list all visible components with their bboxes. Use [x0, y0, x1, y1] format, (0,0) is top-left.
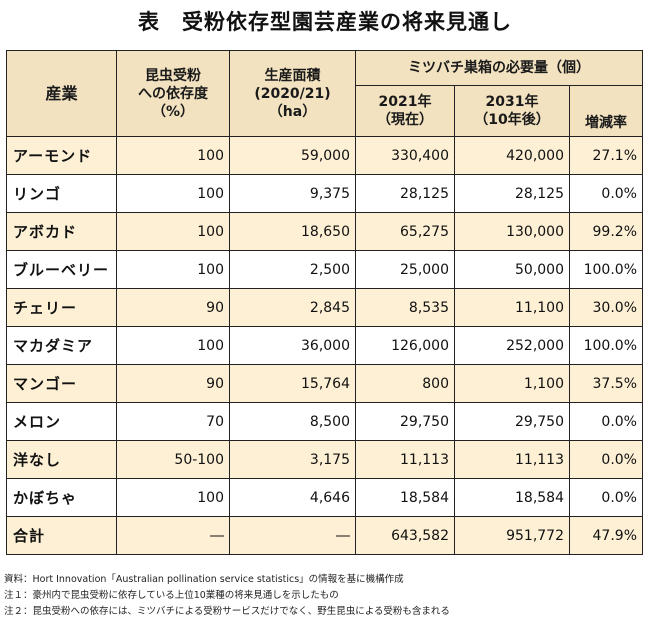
page-title: 表 受粉依存型園芸産業の将来見通し — [138, 10, 512, 34]
note-2: 注２：昆虫受粉への依存には、ミツバチによる受粉サービスだけでなく、野生昆虫による… — [4, 606, 450, 617]
hives-2021-cell: 8,535 — [355, 288, 455, 327]
total-row: 合計 ― ― 643,582 951,772 47.9% — [6, 516, 643, 555]
header-industry: 産業 — [6, 50, 117, 137]
hives-2031-cell: 11,100 — [454, 288, 570, 327]
hives-2021-cell: 330,400 — [355, 136, 455, 175]
table-row: かぼちゃ 100 4,646 18,584 18,584 0.0% — [6, 478, 643, 517]
dependency-cell: 100 — [116, 478, 230, 517]
hives-2031-cell: 29,750 — [454, 402, 570, 441]
hives-2021-cell: 25,000 — [355, 250, 455, 289]
hives-2021-cell: 28,125 — [355, 174, 455, 213]
change-rate-cell: 0.0% — [569, 478, 643, 517]
industry-name: ブルーベリー — [6, 250, 117, 289]
hives-2031-cell: 28,125 — [454, 174, 570, 213]
industry-name: アボカド — [6, 212, 117, 251]
industry-name: チェリー — [6, 288, 117, 327]
change-rate-cell: 0.0% — [569, 402, 643, 441]
header-dependency: 昆虫受粉 への依存度 （%） — [116, 50, 230, 137]
notes: 資料：Hort Innovation「Australian pollinatio… — [4, 572, 644, 620]
dependency-cell: 70 — [116, 402, 230, 441]
hives-2021-cell: 18,584 — [355, 478, 455, 517]
hives-2031-cell: 130,000 — [454, 212, 570, 251]
change-rate-cell: 0.0% — [569, 174, 643, 213]
table-row: チェリー 90 2,845 8,535 11,100 30.0% — [6, 288, 643, 327]
header-2021: 2021年 （現在） — [355, 85, 455, 137]
dependency-cell: 90 — [116, 364, 230, 403]
table-row: 洋なし 50-100 3,175 11,113 11,113 0.0% — [6, 440, 643, 479]
dependency-cell: 100 — [116, 174, 230, 213]
industry-name: 合計 — [6, 516, 117, 555]
table-row: マンゴー 90 15,764 800 1,100 37.5% — [6, 364, 643, 403]
change-rate-cell: 0.0% — [569, 440, 643, 479]
area-cell: 8,500 — [229, 402, 356, 441]
change-rate-cell: 100.0% — [569, 326, 643, 365]
area-cell: 2,845 — [229, 288, 356, 327]
hives-2031-cell: 18,584 — [454, 478, 570, 517]
hives-2021-cell: 643,582 — [355, 516, 455, 555]
dependency-cell: 100 — [116, 136, 230, 175]
change-rate-cell: 30.0% — [569, 288, 643, 327]
area-cell: 3,175 — [229, 440, 356, 479]
header-2031: 2031年 （10年後） — [454, 85, 570, 137]
hives-2031-cell: 1,100 — [454, 364, 570, 403]
hives-2031-cell: 252,000 — [454, 326, 570, 365]
industry-name: マンゴー — [6, 364, 117, 403]
dependency-cell: 100 — [116, 250, 230, 289]
change-rate-cell: 37.5% — [569, 364, 643, 403]
change-rate-cell: 100.0% — [569, 250, 643, 289]
industry-name: メロン — [6, 402, 117, 441]
hives-2031-cell: 11,113 — [454, 440, 570, 479]
header-hive-boxes: ミツバチ巣箱の必要量（個） — [355, 50, 643, 86]
table-row: リンゴ 100 9,375 28,125 28,125 0.0% — [6, 174, 643, 213]
hives-2021-cell: 29,750 — [355, 402, 455, 441]
note-1: 注１：豪州内で昆虫受粉に依存している上位10業種の将来見通しを示したもの — [4, 590, 339, 601]
hives-2021-cell: 800 — [355, 364, 455, 403]
industry-name: 洋なし — [6, 440, 117, 479]
dependency-cell: 90 — [116, 288, 230, 327]
table-body: アーモンド 100 59,000 330,400 420,000 27.1% リンゴ 100 9… — [6, 136, 643, 555]
dependency-cell: 100 — [116, 326, 230, 365]
dependency-cell: 50-100 — [116, 440, 230, 479]
area-cell: 2,500 — [229, 250, 356, 289]
header-change-spacer — [569, 85, 643, 110]
table-row: ブルーベリー 100 2,500 25,000 50,000 100.0% — [6, 250, 643, 289]
forecast-table: 産業 昆虫受粉 への依存度 （%） 生産面積 (2020/21) （ha） ミツ… — [6, 50, 643, 555]
table-row: アボカド 100 18,650 65,275 130,000 99.2% — [6, 212, 643, 251]
change-rate-cell: 99.2% — [569, 212, 643, 251]
table-row: メロン 70 8,500 29,750 29,750 0.0% — [6, 402, 643, 441]
change-rate-cell: 47.9% — [569, 516, 643, 555]
industry-name: アーモンド — [6, 136, 117, 175]
hives-2021-cell: 11,113 — [355, 440, 455, 479]
industry-name: かぼちゃ — [6, 478, 117, 517]
area-cell: 59,000 — [229, 136, 356, 175]
dependency-cell: ― — [116, 516, 230, 555]
dependency-cell: 100 — [116, 212, 230, 251]
area-cell: 15,764 — [229, 364, 356, 403]
hives-2021-cell: 65,275 — [355, 212, 455, 251]
change-rate-cell: 27.1% — [569, 136, 643, 175]
area-cell: 4,646 — [229, 478, 356, 517]
table-row: アーモンド 100 59,000 330,400 420,000 27.1% — [6, 136, 643, 175]
industry-name: リンゴ — [6, 174, 117, 213]
area-cell: 36,000 — [229, 326, 356, 365]
area-cell: 9,375 — [229, 174, 356, 213]
hives-2031-cell: 420,000 — [454, 136, 570, 175]
area-cell: ― — [229, 516, 356, 555]
hives-2021-cell: 126,000 — [355, 326, 455, 365]
header-area: 生産面積 (2020/21) （ha） — [229, 50, 356, 137]
hives-2031-cell: 951,772 — [454, 516, 570, 555]
hives-2031-cell: 50,000 — [454, 250, 570, 289]
source-note: 資料：Hort Innovation「Australian pollinatio… — [4, 574, 404, 585]
area-cell: 18,650 — [229, 212, 356, 251]
table-row: マカダミア 100 36,000 126,000 252,000 100.0% — [6, 326, 643, 365]
header-change: 増減率 — [569, 110, 643, 137]
industry-name: マカダミア — [6, 326, 117, 365]
